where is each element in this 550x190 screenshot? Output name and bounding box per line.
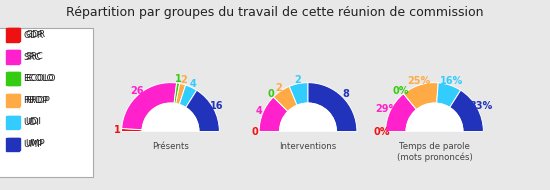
Text: GDR: GDR [23, 31, 43, 40]
Wedge shape [186, 90, 219, 131]
Text: SRC: SRC [25, 52, 43, 61]
Wedge shape [386, 94, 416, 131]
Wedge shape [179, 85, 197, 108]
Wedge shape [259, 97, 288, 131]
Bar [114, 131, 227, 188]
Wedge shape [404, 94, 416, 110]
Text: SRC: SRC [23, 52, 41, 62]
Wedge shape [273, 97, 288, 112]
Text: Temps de parole
(mots prononcés): Temps de parole (mots prononcés) [397, 142, 472, 162]
Text: ECOLO: ECOLO [23, 74, 53, 83]
Text: 2: 2 [180, 75, 187, 85]
Bar [378, 131, 491, 188]
Text: 0: 0 [267, 89, 274, 99]
Text: Répartition par groupes du travail de cette réunion de commission: Répartition par groupes du travail de ce… [66, 6, 484, 19]
Text: UDI: UDI [25, 117, 41, 127]
Text: 4: 4 [256, 106, 262, 116]
Text: 33%: 33% [469, 101, 492, 111]
Wedge shape [437, 83, 461, 108]
Text: ECOLO: ECOLO [25, 74, 56, 83]
Text: Interventions: Interventions [279, 142, 337, 151]
Wedge shape [176, 83, 185, 104]
Wedge shape [308, 83, 357, 131]
Text: Présents: Présents [152, 142, 189, 151]
Circle shape [142, 103, 199, 160]
Text: 2: 2 [276, 83, 282, 93]
Wedge shape [450, 90, 483, 131]
Wedge shape [122, 128, 142, 131]
Circle shape [279, 103, 337, 160]
Bar [252, 131, 364, 188]
Text: 4: 4 [190, 79, 196, 89]
Text: 0%: 0% [373, 127, 390, 137]
Wedge shape [122, 83, 177, 130]
Text: RRDP: RRDP [23, 96, 48, 105]
Wedge shape [404, 83, 438, 110]
Text: 1: 1 [114, 125, 121, 135]
Text: 8: 8 [342, 89, 349, 99]
Text: 0%: 0% [393, 86, 409, 96]
Text: 1: 1 [175, 74, 182, 84]
Text: GDR: GDR [25, 30, 46, 39]
Text: 26: 26 [130, 86, 144, 96]
Wedge shape [289, 83, 308, 105]
Text: 29%: 29% [375, 104, 398, 114]
Text: UDI: UDI [23, 118, 39, 127]
Wedge shape [273, 86, 297, 112]
Wedge shape [174, 83, 180, 104]
Text: 0: 0 [252, 127, 258, 137]
Text: 2: 2 [294, 75, 301, 85]
Text: 16: 16 [210, 101, 223, 111]
Circle shape [406, 103, 463, 160]
Text: RRDP: RRDP [25, 96, 50, 105]
Text: 16%: 16% [439, 76, 463, 86]
Text: UMP: UMP [23, 140, 43, 149]
Text: UMP: UMP [25, 139, 45, 148]
Text: 25%: 25% [407, 76, 430, 86]
